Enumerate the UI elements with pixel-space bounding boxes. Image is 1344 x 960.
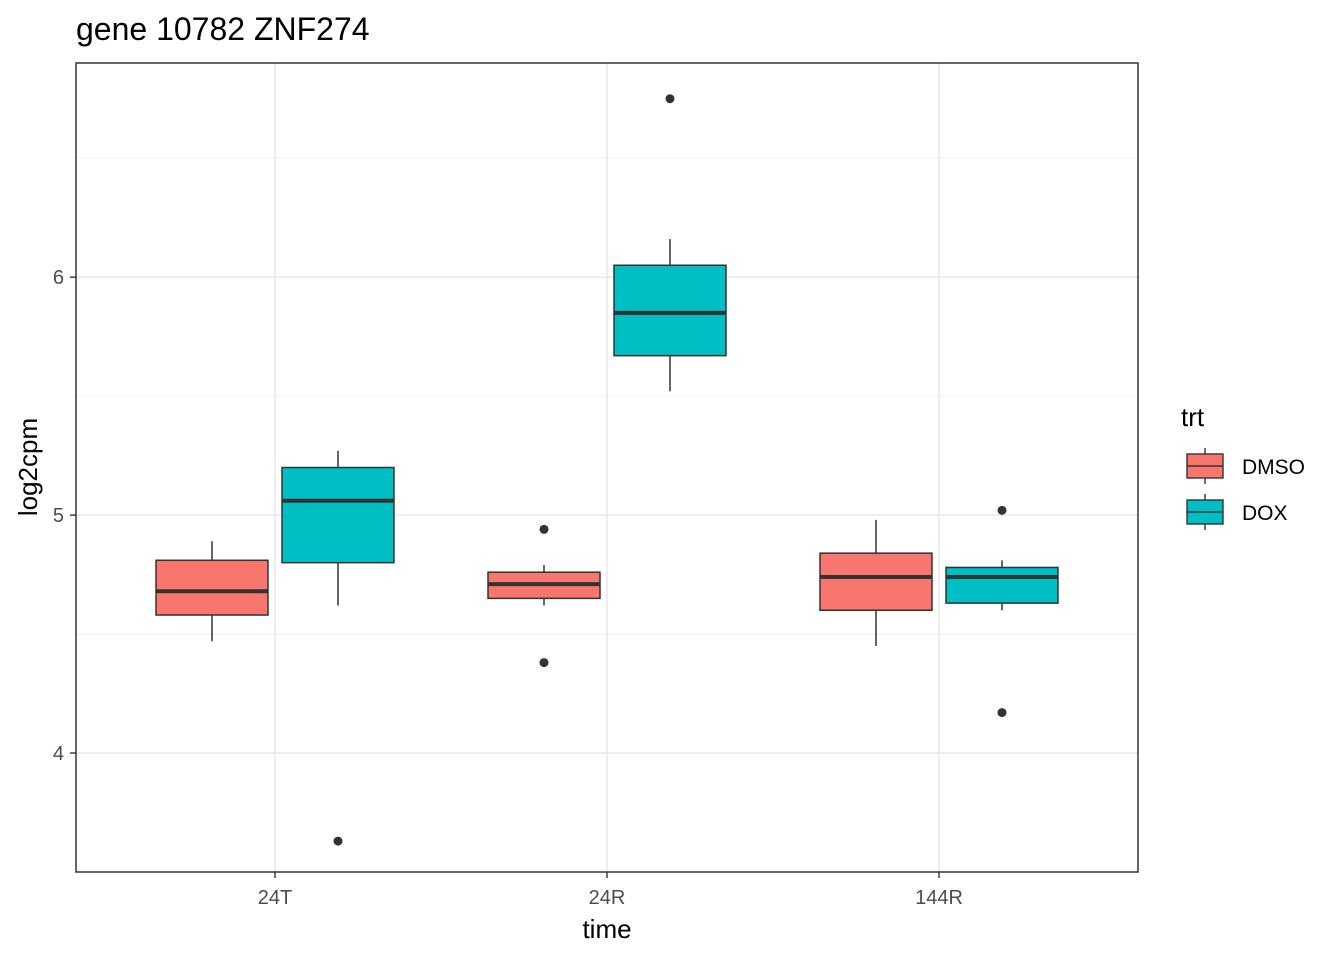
outlier-point [665,94,675,104]
legend-item-dmso: DMSO [1186,448,1305,484]
iqr-box [155,559,269,616]
iqr-box [945,566,1059,604]
plot-panel [75,62,1139,873]
grid-lines [76,63,1138,873]
y-tick-label: 4 [53,743,64,765]
box-dox-24t [281,450,395,846]
y-tick-label: 6 [53,267,64,289]
x-tick-label: 24R [589,887,626,909]
legend-label: DOX [1242,502,1288,525]
legend-label: DMSO [1242,456,1305,479]
outlier-point [997,708,1007,718]
y-axis: 4 5 6 [53,267,76,765]
iqr-box [613,264,727,357]
outlier-point [333,836,343,846]
legend-title: trt [1181,402,1205,432]
box-dmso-144r [819,519,933,646]
iqr-box [819,552,933,612]
x-axis-title: time [582,914,631,944]
legend-items: DMSO DOX [1186,448,1305,530]
legend: trt DMSO DOX [1181,402,1305,530]
outlier-point [539,658,549,668]
box-dox-24r [613,94,727,392]
x-tick-label: 144R [915,887,963,909]
boxes [155,94,1059,846]
y-tick-label: 5 [53,505,64,527]
x-axis: 24T 24R 144R [258,872,963,909]
x-tick-label: 24T [258,887,292,909]
box-dox-144r [945,505,1059,718]
legend-item-dox: DOX [1186,494,1288,530]
chart-title: gene 10782 ZNF274 [76,11,370,47]
box-dmso-24t [155,541,269,642]
y-axis-title: log2cpm [13,418,43,516]
outlier-point [539,524,549,534]
box-dmso-24r [487,524,601,668]
iqr-box [281,466,395,564]
outlier-point [997,505,1007,515]
